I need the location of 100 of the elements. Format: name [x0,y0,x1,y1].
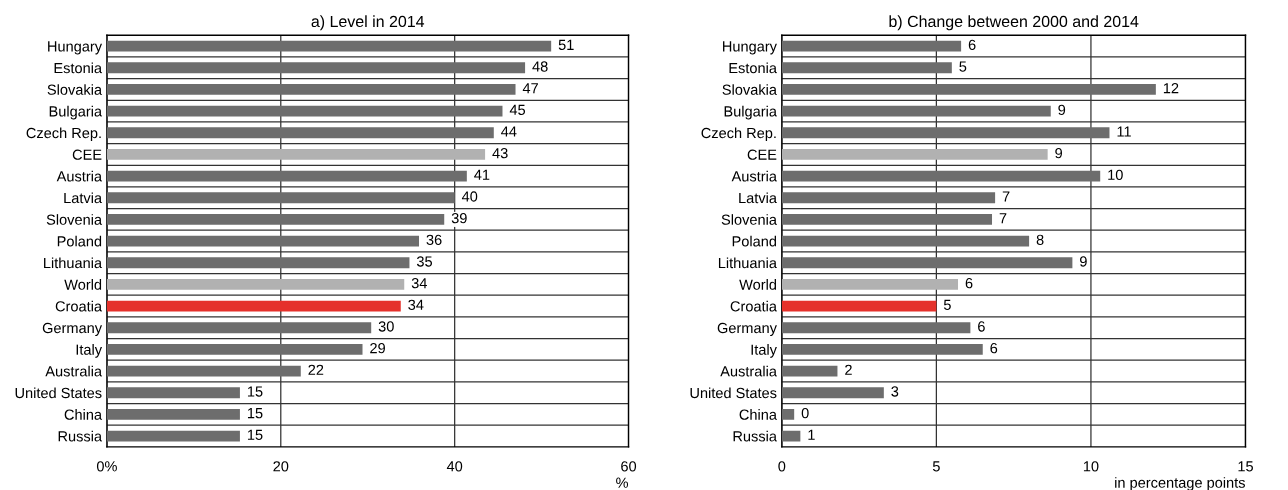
bar [106,387,240,399]
bar [106,84,516,95]
bar [781,343,983,355]
y-tick-label: Germany [717,322,777,337]
y-tick-label: Australia [45,365,103,377]
y-tick-label: Lithuania [718,257,777,269]
bar [781,430,801,442]
y-tick-label: Latvia [64,192,103,204]
bar [781,84,1156,95]
y-tick-label: Russia [58,430,103,442]
bar [781,322,971,334]
data-label: 8 [1036,234,1044,245]
x-axis-title: % [616,477,629,488]
bar [106,278,405,290]
chart-title: a) Level in 2014 [311,15,425,31]
data-label: 48 [532,61,548,72]
bar [781,127,1110,139]
y-tick-label: Croatia [55,300,103,312]
y-tick-label: Bulgaria [49,105,103,120]
data-label: 12 [1163,83,1179,94]
data-label: 41 [474,169,490,180]
data-label: 15 [247,408,263,419]
y-tick-label: Croatia [730,300,777,312]
y-tick-label: Poland [57,235,102,247]
bar [106,430,240,442]
bar [781,278,959,290]
y-tick-label: Slovakia [47,84,103,95]
data-label: 45 [509,104,526,116]
data-label: 7 [999,213,1007,224]
x-tick-label: 0 [778,461,786,472]
y-tick-label: Hungary [723,41,777,55]
y-tick-label: Czech Rep. [26,127,101,142]
x-tick-label: 10 [1083,461,1099,472]
data-label: 29 [370,342,385,354]
bar [781,235,1030,247]
bar [781,408,795,420]
data-label: 34 [411,277,427,289]
y-tick-label: Estonia [729,62,777,74]
data-label: 43 [492,148,508,159]
x-tick-label: 60 [621,461,637,472]
y-tick-label: Lithuania [44,257,103,269]
bar [106,170,467,182]
bar [106,322,372,334]
y-tick-label: CEE [747,149,777,160]
bar [106,149,486,160]
data-label: 39 [451,213,467,224]
y-tick-label: Italy [751,344,777,358]
bar [106,62,526,74]
data-label: 1 [808,429,815,440]
y-tick-label: Hungary [48,41,103,55]
data-label: 2 [845,364,852,375]
y-tick-label: Slovenia [721,214,777,225]
y-tick-label: China [64,409,103,420]
data-label: 30 [378,321,394,332]
data-label: 9 [1080,256,1087,267]
bar [781,105,1051,117]
bar [781,62,952,74]
bar [106,127,494,139]
data-label: 11 [1117,126,1131,137]
data-label: 3 [891,386,899,397]
bar [781,149,1048,160]
data-label: 10 [1108,169,1123,181]
data-label: 7 [1002,191,1010,202]
x-tick-label: 40 [446,461,463,472]
y-tick-label: United States [690,387,777,399]
x-tick-label: 5 [932,461,940,472]
bar [781,257,1073,269]
bar [781,40,962,52]
bar [106,40,552,52]
bar [106,105,503,117]
data-label: 9 [1055,148,1063,159]
data-label: 5 [959,61,967,72]
data-label: 51 [558,39,574,51]
y-tick-label: Italy [76,344,103,358]
bar [781,170,1101,182]
y-tick-label: China [739,409,777,420]
y-tick-label: World [739,279,777,290]
chart-title: b) Change between 2000 and 2014 [889,15,1139,31]
data-label: 40 [461,191,478,202]
y-tick-label: Poland [732,235,777,247]
bar [106,343,363,355]
y-tick-label: Slovenia [46,214,103,225]
bar [781,192,996,204]
bar [781,365,838,377]
data-label: 0 [801,407,809,419]
y-tick-label: Russia [733,430,777,442]
data-label: 6 [968,39,976,51]
data-label: 15 [247,386,263,397]
y-tick-label: World [64,279,102,290]
bar [106,365,301,377]
bar [106,257,410,269]
data-label: 6 [990,342,998,354]
y-tick-label: Germany [42,322,103,337]
y-tick-label: Bulgaria [724,105,777,120]
bar [106,214,445,225]
bar [781,300,937,312]
data-label: 34 [408,299,424,310]
data-label: 36 [426,234,442,245]
bar [106,408,240,420]
x-axis-title: in percentage points [1115,477,1245,490]
